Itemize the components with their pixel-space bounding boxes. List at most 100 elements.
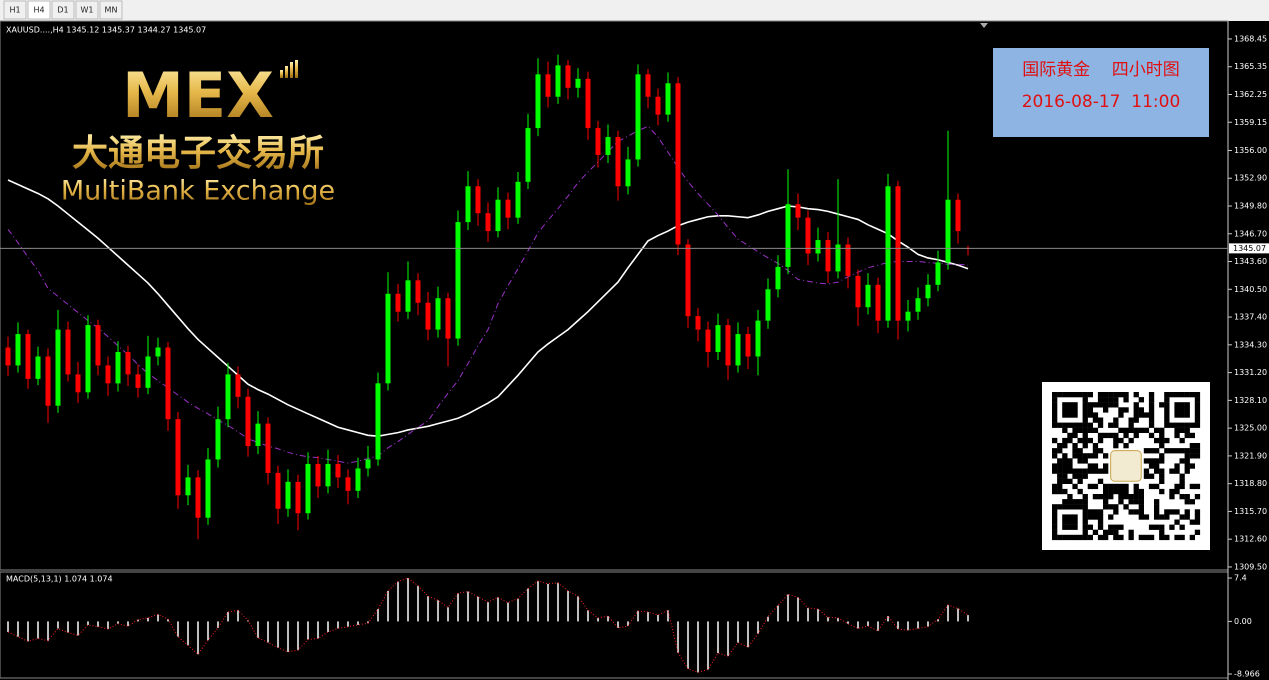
candle-body: [495, 199, 501, 232]
qr-module: [1148, 422, 1155, 428]
candle-body: [245, 396, 251, 447]
qr-module: [1123, 397, 1129, 403]
qr-module: [1174, 483, 1180, 490]
qr-module: [1169, 488, 1175, 495]
qr-module: [1184, 448, 1190, 454]
qr-module: [1138, 397, 1144, 403]
qr-module: [1113, 509, 1119, 515]
qr-module: [1133, 499, 1139, 505]
y-tick-label: 1328.10: [1234, 396, 1267, 405]
qr-module: [1179, 514, 1185, 520]
qr-module: [1128, 494, 1134, 500]
qr-module: [1087, 412, 1093, 418]
qr-module: [1189, 519, 1195, 525]
qr-module: [1123, 407, 1129, 413]
qr-module: [1174, 432, 1180, 439]
y-tick-label: 1337.40: [1234, 313, 1267, 322]
qr-module: [1067, 504, 1073, 510]
qr-module: [1184, 514, 1190, 520]
qr-module: [1133, 494, 1139, 500]
qr-module: [1108, 397, 1114, 403]
candle-body: [445, 298, 451, 339]
qr-module: [1092, 514, 1099, 520]
qr-module: [1072, 402, 1078, 408]
qr-module: [1072, 499, 1078, 505]
qr-module: [1087, 422, 1093, 428]
shift-marker: [980, 23, 988, 28]
last-price-box: [1229, 243, 1269, 254]
candle-body: [685, 244, 691, 317]
candle-body: [95, 325, 101, 366]
qr-module: [1148, 417, 1155, 423]
qr-module: [1097, 448, 1104, 454]
qr-module: [1154, 458, 1160, 464]
qr-module: [1179, 402, 1185, 408]
qr-module: [1133, 427, 1139, 433]
macd-title: MACD(5,13,1) 1.074 1.074: [6, 575, 113, 584]
candle-body: [545, 74, 551, 97]
qr-module: [1092, 529, 1099, 535]
qr-module: [1154, 524, 1160, 530]
qr-module: [1067, 412, 1073, 418]
qr-module: [1118, 483, 1124, 490]
qr-module: [1097, 514, 1104, 520]
candle-body: [595, 128, 601, 155]
qr-module: [1052, 488, 1058, 495]
qr-module: [1077, 473, 1083, 479]
qr-module: [1062, 488, 1068, 495]
qr-module: [1052, 534, 1058, 541]
qr-module: [1159, 478, 1165, 484]
qr-module: [1103, 407, 1109, 413]
qr-module: [1143, 534, 1150, 541]
moving-average: [7, 125, 969, 464]
qr-module: [1103, 432, 1109, 439]
qr-module: [1143, 458, 1150, 464]
candle-body: [65, 329, 71, 375]
qr-module: [1154, 499, 1160, 505]
candle-body: [485, 213, 491, 232]
qr-module: [1184, 427, 1190, 433]
qr-module: [1154, 504, 1160, 510]
qr-module: [1169, 494, 1175, 500]
qr-module: [1072, 453, 1078, 459]
qr-module: [1194, 392, 1201, 398]
qr-module: [1113, 417, 1119, 423]
qr-module: [1189, 443, 1195, 449]
qr-module: [1133, 509, 1139, 515]
qr-module: [1052, 483, 1058, 490]
qr-module: [1184, 402, 1190, 408]
qr-module: [1164, 422, 1170, 428]
qr-module: [1164, 397, 1170, 403]
qr-module: [1097, 392, 1104, 398]
candle-body: [715, 325, 721, 352]
qr-module: [1154, 509, 1160, 515]
qr-module: [1154, 463, 1160, 469]
qr-module: [1123, 494, 1129, 500]
qr-module: [1154, 514, 1160, 520]
qr-module: [1082, 392, 1088, 398]
candle-body: [795, 204, 801, 218]
qr-module: [1052, 402, 1058, 408]
qr-module: [1118, 524, 1124, 530]
qr-module: [1138, 488, 1144, 495]
qr-module: [1179, 412, 1185, 418]
qr-module: [1154, 437, 1160, 444]
chart-title: XAUUSD....,H4 1345.12 1345.37 1344.27 13…: [6, 26, 206, 35]
qr-module: [1164, 514, 1170, 520]
qr-module: [1174, 402, 1180, 408]
candle-body: [315, 463, 321, 487]
qr-module: [1179, 494, 1185, 500]
qr-module: [1103, 488, 1109, 495]
qr-module: [1077, 534, 1083, 541]
qr-module: [1057, 478, 1063, 484]
qr-module: [1169, 509, 1175, 515]
qr-module: [1169, 468, 1175, 474]
candle-body: [915, 298, 921, 312]
qr-module: [1108, 432, 1114, 439]
qr-module: [1097, 397, 1104, 403]
qr-module: [1184, 412, 1190, 418]
qr-module: [1072, 524, 1078, 530]
qr-module: [1082, 473, 1088, 479]
qr-module: [1108, 514, 1114, 520]
